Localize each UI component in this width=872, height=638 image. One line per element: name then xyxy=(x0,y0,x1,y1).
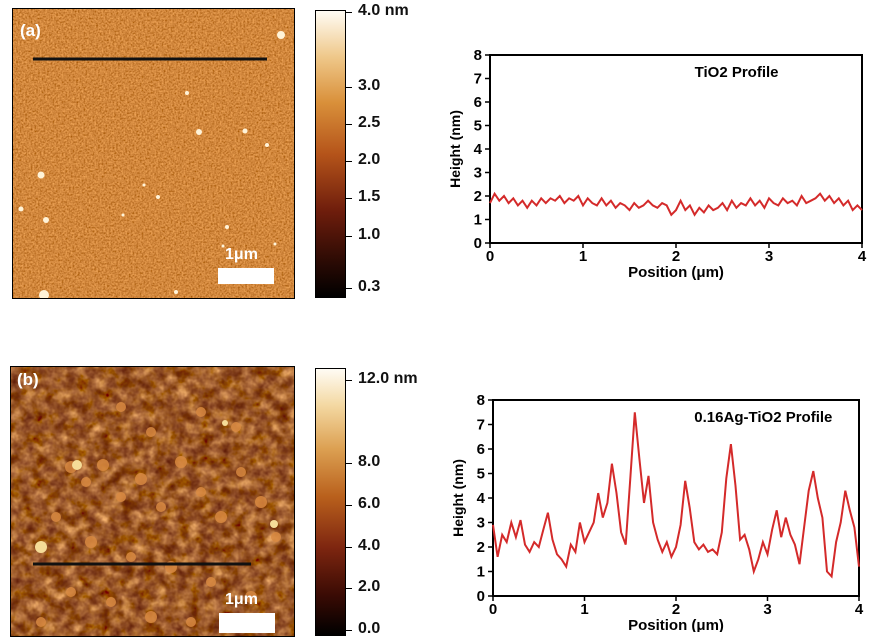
afm-grains-a xyxy=(18,31,285,298)
y-tick-label: 4 xyxy=(474,141,483,158)
colorbar-label: 12.0 nm xyxy=(358,370,418,387)
line-chart-b: 0 1 2 3 4 5 6 7 8 0 1 2 3 4 0.16Ag-TiO2 Profile Posit… xyxy=(450,392,864,632)
x-tick-label: 2 xyxy=(672,248,680,265)
x-axis-label-a: Position (μm) xyxy=(628,264,724,281)
colorbar-label: 2.0 xyxy=(358,578,381,595)
y-tick-label: 5 xyxy=(474,118,482,135)
colorbar-tick xyxy=(346,87,352,88)
colorbar-b xyxy=(315,368,346,636)
y-tick-label: 7 xyxy=(477,417,485,434)
y-tick-label: 3 xyxy=(474,165,482,182)
y-tick-label: 1 xyxy=(477,564,485,581)
panel-tag-b: (b) xyxy=(17,370,39,389)
x-tick-label: 2 xyxy=(672,601,680,618)
colorbar-tick xyxy=(346,161,352,162)
data-line-b xyxy=(492,412,860,579)
colorbar-tick xyxy=(346,198,352,199)
x-tick-label: 0 xyxy=(486,248,494,265)
colorbar-label: 1.5 xyxy=(358,188,381,205)
colorbar-tick xyxy=(346,124,352,125)
afm-particles-b xyxy=(36,402,281,627)
colorbar-tick xyxy=(346,380,352,381)
plot-frame-a xyxy=(489,54,863,244)
scale-bar-label-a: 1μm xyxy=(225,246,258,263)
line-chart-a: 0 1 2 3 4 5 6 7 8 0 1 2 3 4 TiO2 Profile Position (μm… xyxy=(447,47,867,281)
colorbar-tick xyxy=(346,630,352,631)
x-tick-label: 1 xyxy=(580,601,588,618)
x-tick-label: 3 xyxy=(763,601,771,618)
colorbar-tick xyxy=(346,547,352,548)
colorbar-label: 0.3 xyxy=(358,278,381,295)
y-tick-label: 7 xyxy=(474,71,482,88)
afm-image-b: (b) 1μm xyxy=(10,366,295,637)
colorbar-label: 2.0 xyxy=(358,151,381,168)
afm-image-a: (a) 1μm xyxy=(12,8,295,299)
y-tick-label: 0 xyxy=(474,235,482,252)
colorbar-label: 8.0 xyxy=(358,453,381,470)
scale-bar-a xyxy=(218,268,274,284)
chart-title-a: TiO2 Profile xyxy=(695,64,779,81)
y-tick-label: 2 xyxy=(477,539,485,556)
colorbar-tick xyxy=(346,588,352,589)
colorbar-label: 4.0 xyxy=(358,537,381,554)
x-tick-label: 0 xyxy=(489,601,497,618)
colorbar-a xyxy=(315,10,346,298)
chart-title-b: 0.16Ag-TiO2 Profile xyxy=(694,409,832,426)
y-tick-label: 6 xyxy=(477,441,485,458)
x-tick-label: 4 xyxy=(858,248,867,265)
colorbar-label: 2.5 xyxy=(358,114,381,131)
y-axis-label-a: Height (nm) xyxy=(447,110,463,188)
colorbar-label: 6.0 xyxy=(358,495,381,512)
scale-bar-b xyxy=(219,613,275,633)
y-tick-label: 2 xyxy=(474,188,482,205)
x-tick-label: 3 xyxy=(765,248,773,265)
colorbar-tick xyxy=(346,236,352,237)
y-tick-label: 6 xyxy=(474,94,482,111)
colorbar-tick xyxy=(346,12,352,13)
y-tick-label: 5 xyxy=(477,466,485,483)
colorbar-label: 1.0 xyxy=(358,226,381,243)
colorbar-tick xyxy=(346,505,352,506)
afm-texture-b xyxy=(11,367,294,636)
y-tick-label: 3 xyxy=(477,515,485,532)
y-tick-label: 0 xyxy=(477,588,485,605)
colorbar-label: 3.0 xyxy=(358,77,381,94)
scale-bar-label-b: 1μm xyxy=(225,591,258,608)
x-axis-label-b: Position (μm) xyxy=(628,617,724,632)
x-tick-label: 4 xyxy=(855,601,864,618)
colorbar-tick xyxy=(346,288,352,289)
y-tick-label: 8 xyxy=(477,392,485,409)
x-tick-label: 1 xyxy=(579,248,587,265)
plot-frame-b xyxy=(492,399,860,597)
y-tick-label: 1 xyxy=(474,212,482,229)
y-tick-label: 8 xyxy=(474,47,482,64)
panel-tag-a: (a) xyxy=(20,21,41,40)
colorbar-label: 4.0 nm xyxy=(358,2,409,19)
y-axis-label-b: Height (nm) xyxy=(450,459,466,537)
y-tick-label: 4 xyxy=(477,490,486,507)
colorbar-tick xyxy=(346,463,352,464)
afm-texture-a xyxy=(13,9,294,298)
colorbar-label: 0.0 xyxy=(358,620,381,637)
afm-bright-grains-b xyxy=(35,420,278,553)
data-line-a xyxy=(489,191,863,217)
